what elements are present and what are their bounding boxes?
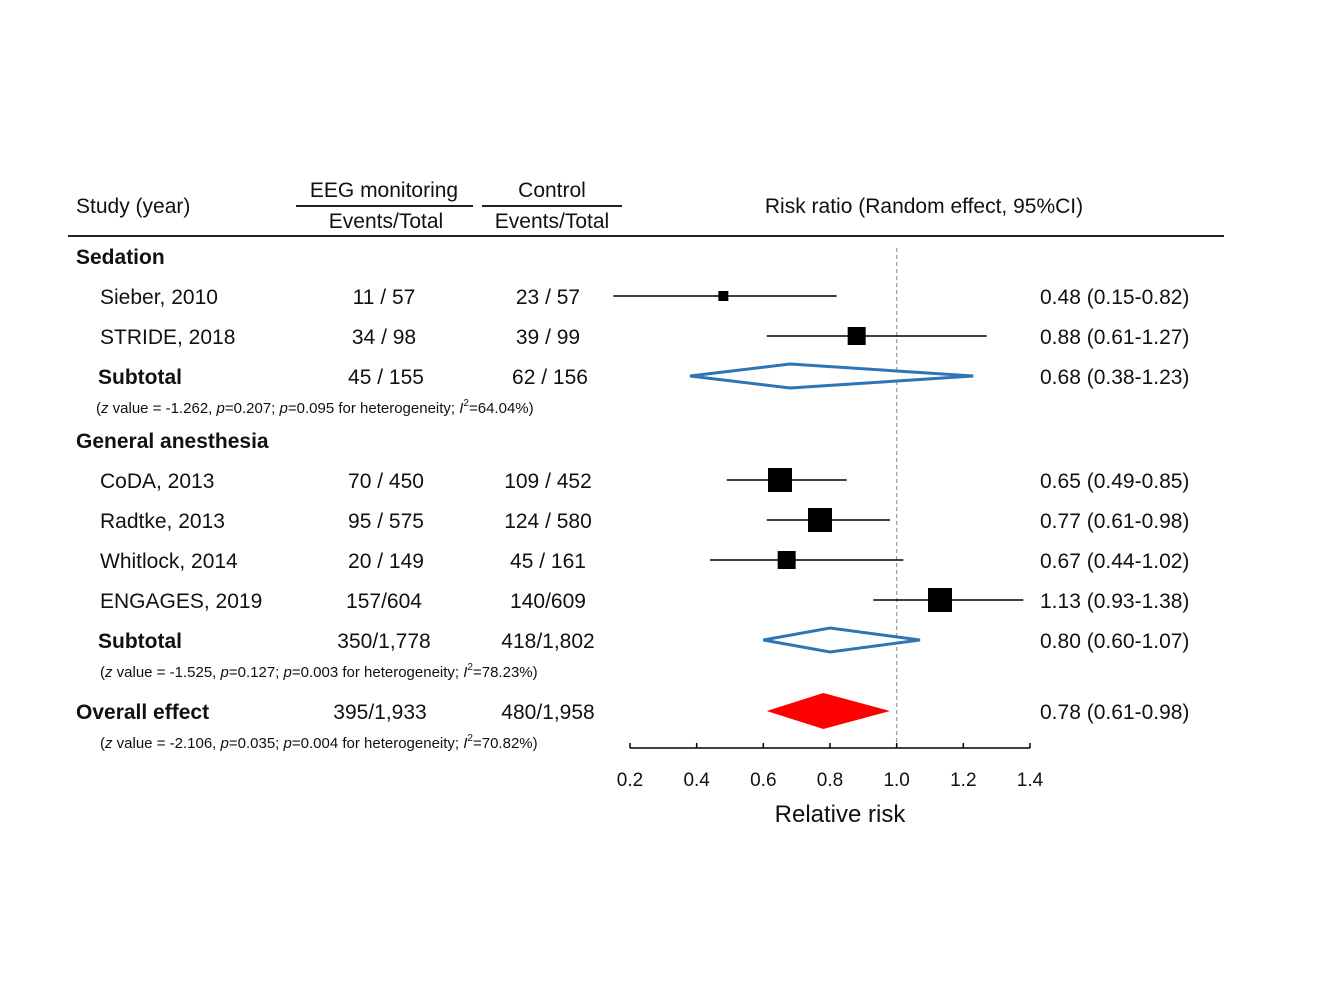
control-events: 418/1,802 xyxy=(501,630,595,653)
eeg-events: 95 / 575 xyxy=(348,510,424,533)
eeg-subheader: Events/Total xyxy=(328,210,444,233)
control-events: 45 / 161 xyxy=(510,550,586,573)
x-tick-label: 1.2 xyxy=(950,770,976,791)
eeg-events: 395/1,933 xyxy=(333,701,427,724)
risk-ratio-value: 0.77 (0.61-0.98) xyxy=(1040,510,1190,533)
study-name: Sieber, 2010 xyxy=(100,286,218,309)
study-name: ENGAGES, 2019 xyxy=(100,590,263,613)
control-events: 140/609 xyxy=(510,590,586,613)
eeg-group-header: EEG monitoring xyxy=(309,179,459,202)
eeg-events: 45 / 155 xyxy=(348,366,424,389)
group-label-sedation: Sedation xyxy=(76,246,165,269)
x-tick-label: 1.4 xyxy=(1017,770,1044,791)
control-events: 39 / 99 xyxy=(515,326,581,349)
risk-ratio-value: 0.65 (0.49-0.85) xyxy=(1040,470,1190,493)
risk-ratio-header: Risk ratio (Random effect, 95%CI) xyxy=(764,195,1084,218)
x-tick-label: 0.4 xyxy=(683,770,710,791)
risk-ratio-value: 0.67 (0.44-1.02) xyxy=(1040,550,1190,573)
heterogeneity-stats: (z value = -1.262, p=0.207; p=0.095 for … xyxy=(96,398,534,417)
study-column-header: Study (year) xyxy=(76,195,191,218)
risk-ratio-value: 0.88 (0.61-1.27) xyxy=(1040,326,1190,349)
risk-ratio-value: 0.78 (0.61-0.98) xyxy=(1040,701,1190,724)
eeg-events: 157/604 xyxy=(346,590,422,613)
point-estimate-square xyxy=(847,327,866,345)
eeg-events: 11 / 57 xyxy=(352,286,416,309)
x-tick-label: 1.0 xyxy=(883,770,909,791)
risk-ratio-value: 0.48 (0.15-0.82) xyxy=(1040,286,1190,309)
control-events: 124 / 580 xyxy=(504,510,592,533)
control-events: 62 / 156 xyxy=(512,366,588,389)
study-name: CoDA, 2013 xyxy=(100,470,215,493)
point-estimate-square xyxy=(718,291,729,301)
study-name: Radtke, 2013 xyxy=(100,510,225,533)
x-tick-label: 0.2 xyxy=(617,770,643,791)
point-estimate-square xyxy=(777,551,796,569)
risk-ratio-value: 1.13 (0.93-1.38) xyxy=(1040,590,1190,613)
subtotal-label: Subtotal xyxy=(98,366,182,389)
header-rule xyxy=(68,235,1224,237)
study-name: STRIDE, 2018 xyxy=(100,326,236,349)
eeg-events: 70 / 450 xyxy=(348,470,424,493)
eeg-events: 34 / 98 xyxy=(351,326,417,349)
risk-ratio-value: 0.68 (0.38-1.23) xyxy=(1040,366,1190,389)
control-subheader: Events/Total xyxy=(494,210,610,233)
study-name: Whitlock, 2014 xyxy=(100,550,238,573)
group-label-general-anesthesia: General anesthesia xyxy=(76,430,269,453)
control-header-underline xyxy=(482,205,622,207)
eeg-events: 350/1,778 xyxy=(337,630,431,653)
subtotal-label: Subtotal xyxy=(98,630,182,653)
x-tick-label: 0.8 xyxy=(817,770,843,791)
risk-ratio-value: 0.80 (0.60-1.07) xyxy=(1040,630,1190,653)
x-axis-label: Relative risk xyxy=(775,801,907,828)
control-events: 23 / 57 xyxy=(515,286,581,309)
x-tick-label: 0.6 xyxy=(750,770,776,791)
point-estimate-square xyxy=(768,468,792,492)
subtotal-diamond xyxy=(689,362,974,390)
overall-effect-diamond xyxy=(766,693,890,729)
control-group-header: Control xyxy=(518,179,586,202)
overall-label: Overall effect xyxy=(76,701,210,724)
subtotal-diamond xyxy=(763,626,921,654)
eeg-events: 20 / 149 xyxy=(348,550,424,573)
control-events: 480/1,958 xyxy=(501,701,595,724)
control-events: 109 / 452 xyxy=(504,470,592,493)
eeg-header-underline xyxy=(296,205,473,207)
heterogeneity-stats: (z value = -1.525, p=0.127; p=0.003 for … xyxy=(100,662,538,681)
point-estimate-square xyxy=(928,588,952,612)
heterogeneity-stats: (z value = -2.106, p=0.035; p=0.004 for … xyxy=(100,733,538,752)
point-estimate-square xyxy=(808,508,832,532)
